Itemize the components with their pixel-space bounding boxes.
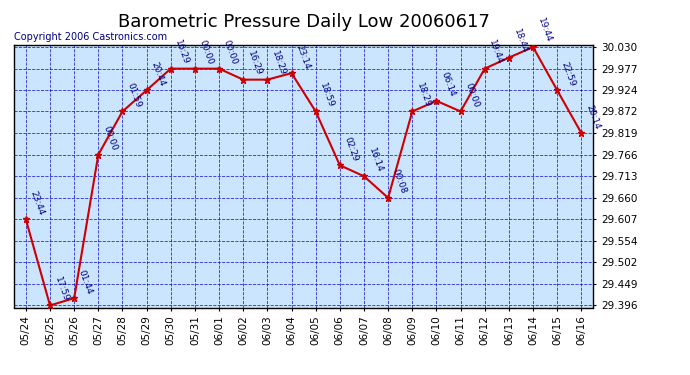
Text: 20:44: 20:44 (150, 60, 166, 87)
Text: Barometric Pressure Daily Low 20060617: Barometric Pressure Daily Low 20060617 (118, 13, 489, 31)
Text: 18:44: 18:44 (512, 28, 529, 55)
Text: 22:59: 22:59 (560, 60, 577, 87)
Text: 01:44: 01:44 (77, 268, 94, 296)
Text: 00:08: 00:08 (391, 168, 408, 195)
Text: 00:00: 00:00 (222, 39, 239, 66)
Text: 02:29: 02:29 (343, 135, 359, 162)
Text: 18:59: 18:59 (319, 81, 336, 109)
Text: Copyright 2006 Castronics.com: Copyright 2006 Castronics.com (14, 32, 167, 42)
Text: 18:29: 18:29 (415, 81, 433, 109)
Text: 23:44: 23:44 (29, 190, 46, 217)
Text: 19:44: 19:44 (536, 17, 553, 44)
Text: 23:14: 23:14 (295, 43, 311, 70)
Text: 19:44: 19:44 (488, 39, 504, 66)
Text: 06:14: 06:14 (440, 71, 457, 98)
Text: 01:59: 01:59 (126, 81, 143, 109)
Text: 00:00: 00:00 (101, 124, 119, 152)
Text: 16:29: 16:29 (246, 50, 264, 77)
Text: 16:29: 16:29 (174, 39, 191, 66)
Text: 16:14: 16:14 (367, 146, 384, 174)
Text: 20:14: 20:14 (584, 103, 601, 130)
Text: 00:00: 00:00 (198, 39, 215, 66)
Text: 00:00: 00:00 (464, 81, 481, 109)
Text: 18:29: 18:29 (270, 50, 288, 77)
Text: 17:59: 17:59 (53, 275, 70, 303)
